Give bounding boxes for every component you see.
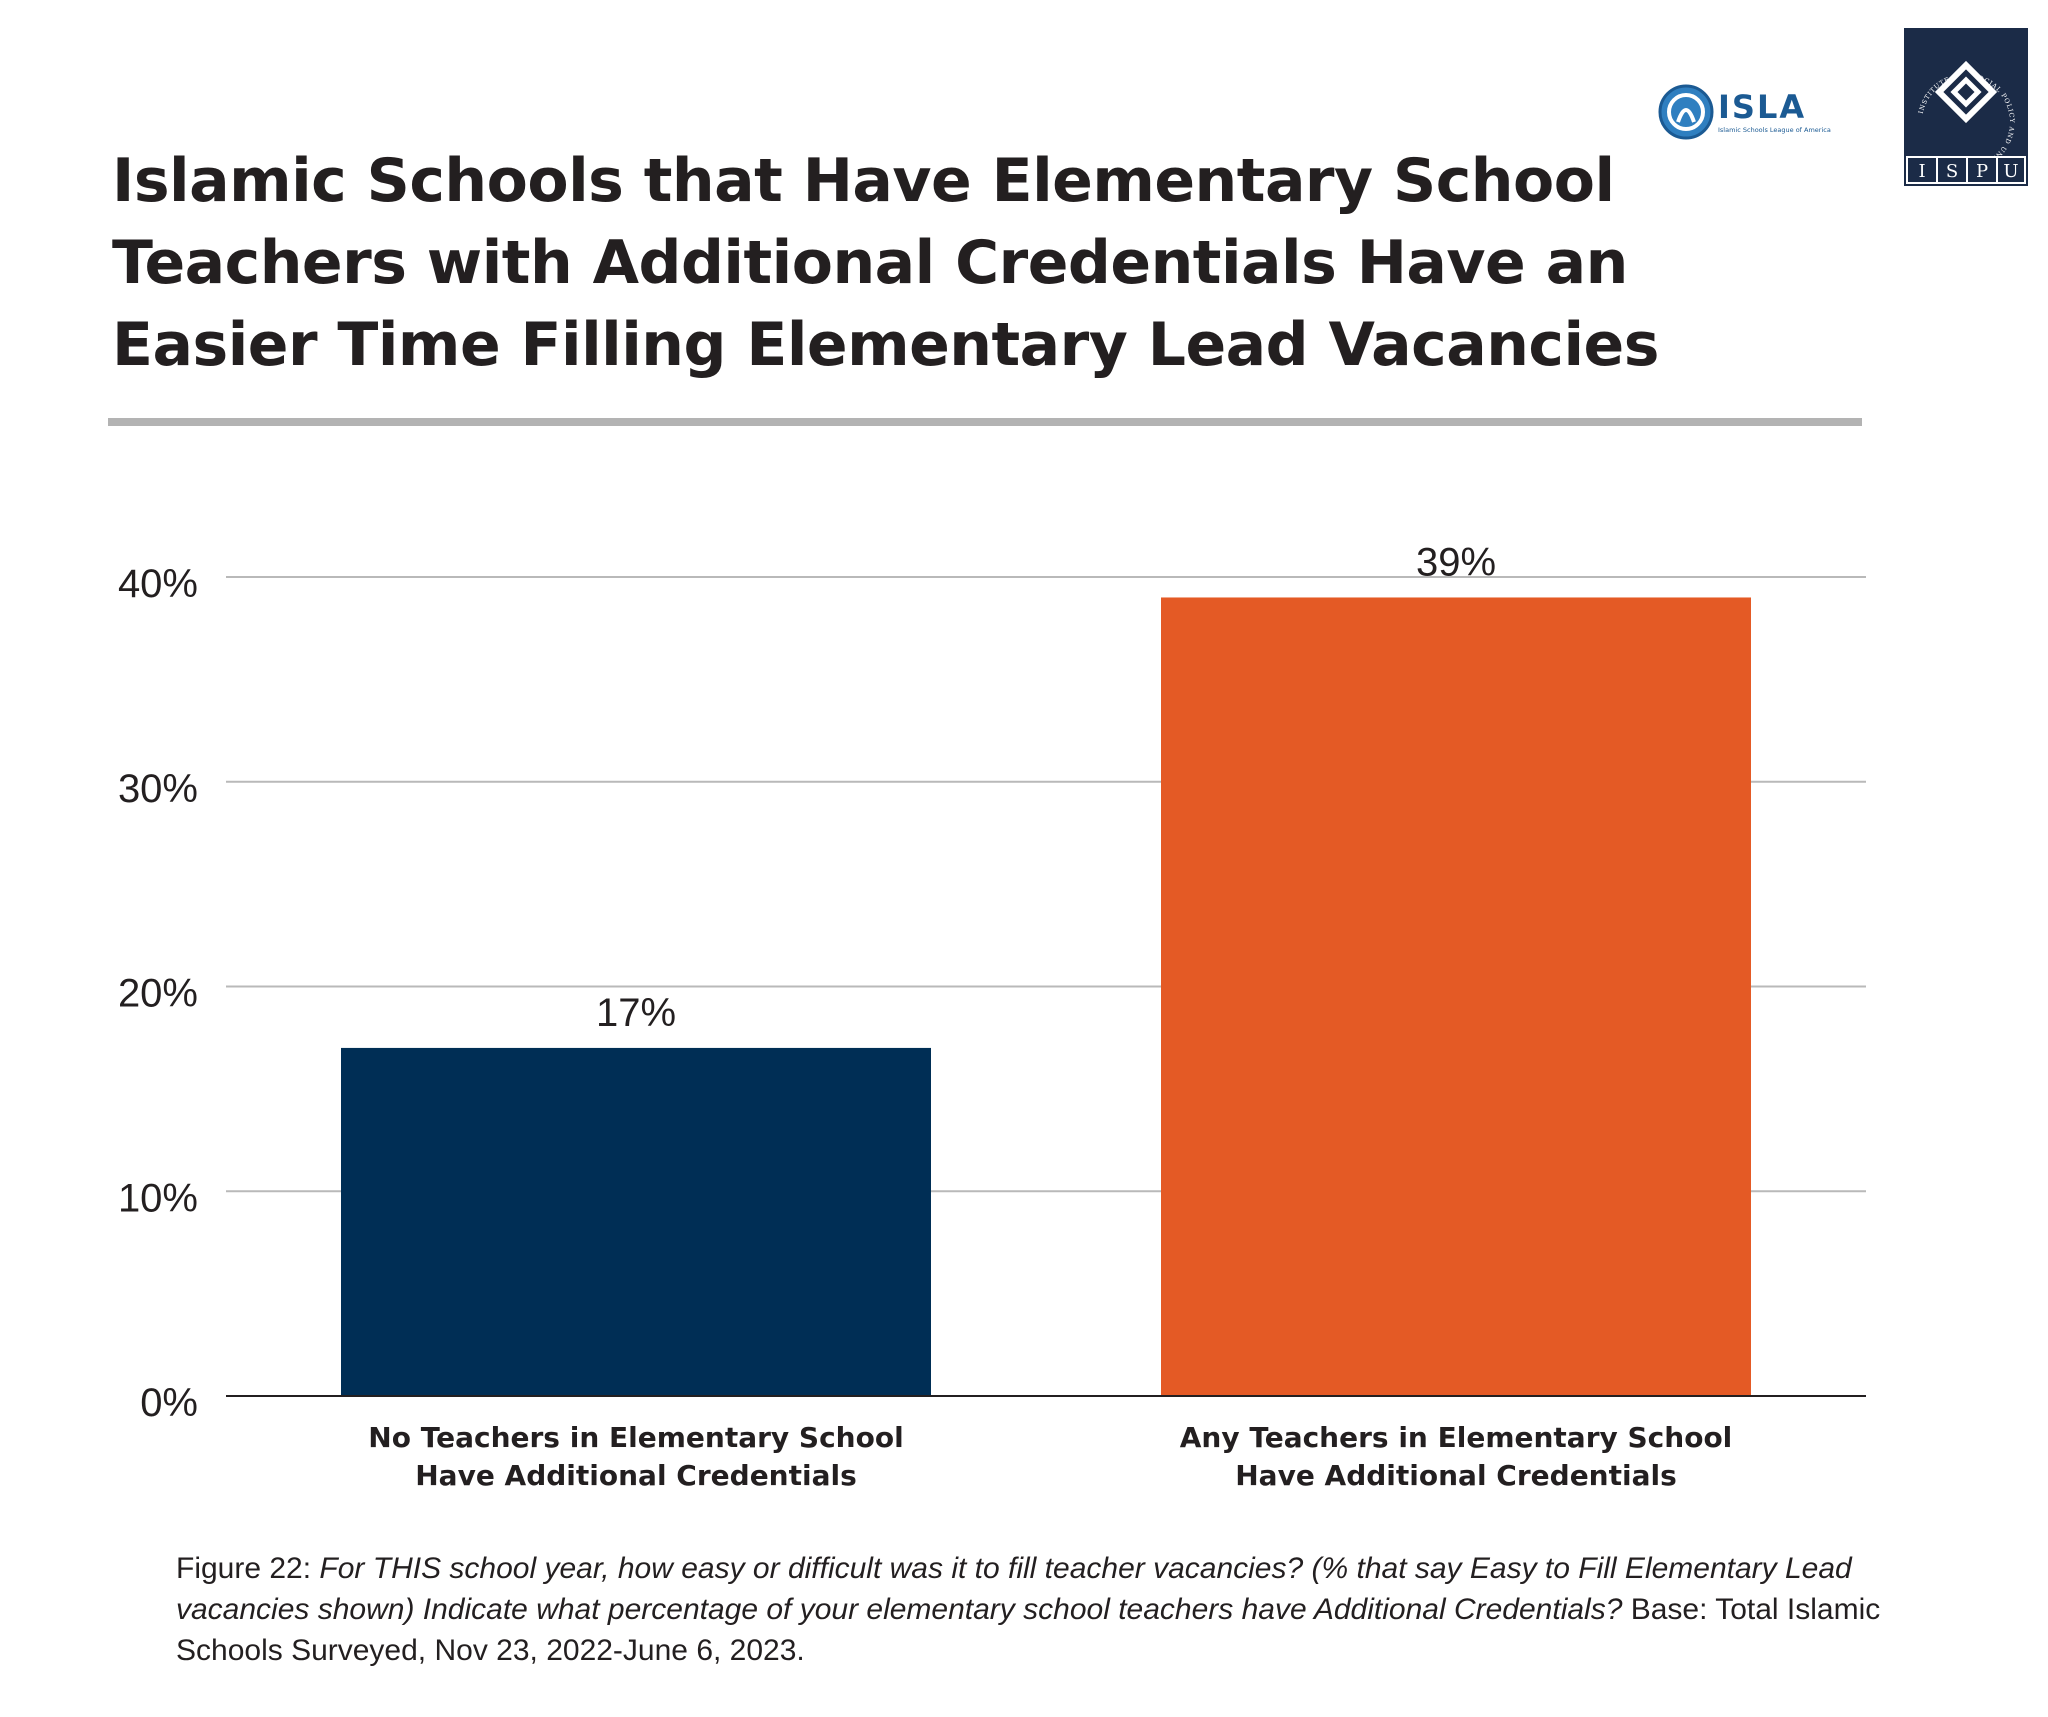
y-tick-label: 0% bbox=[140, 1381, 198, 1425]
y-tick-labels: 0% 10% 20% 30% 40% bbox=[118, 562, 198, 1425]
ispu-letter: U bbox=[2003, 161, 2018, 182]
ispu-letter: P bbox=[1976, 161, 1988, 182]
caption-base: Base: Total Islamic Schools Surveyed, No… bbox=[176, 1593, 1881, 1667]
ispu-letter: S bbox=[1946, 161, 1958, 182]
y-tick-label: 10% bbox=[118, 1176, 198, 1220]
ispu-letter: I bbox=[1918, 161, 1925, 182]
y-tick-label: 20% bbox=[118, 972, 198, 1016]
isla-wordmark: ISLA bbox=[1718, 88, 1806, 126]
category-label: Any Teachers in Elementary School bbox=[1180, 1421, 1733, 1454]
bars bbox=[341, 597, 1751, 1396]
figure-caption: Figure 22: For THIS school year, how eas… bbox=[176, 1548, 1896, 1671]
value-label: 17% bbox=[596, 991, 676, 1035]
bar bbox=[341, 1047, 931, 1396]
chart-title: Islamic Schools that Have Elementary Sch… bbox=[112, 146, 1659, 380]
caption-question: For THIS school year, how easy or diffic… bbox=[176, 1552, 1852, 1626]
category-label: No Teachers in Elementary School bbox=[368, 1421, 903, 1454]
category-labels: No Teachers in Elementary School Have Add… bbox=[368, 1421, 1732, 1492]
caption-separator: : bbox=[302, 1552, 320, 1585]
ispu-logo: INSTITUTE FOR SOCIAL POLICY AND UNDERSTA… bbox=[1904, 28, 2028, 186]
caption-figure-label: Figure 22 bbox=[176, 1552, 303, 1585]
category-label: Have Additional Credentials bbox=[1235, 1459, 1677, 1492]
value-labels: 17% 39% bbox=[596, 540, 1496, 1034]
isla-logo: ISLA Islamic Schools League of America bbox=[1658, 84, 1831, 140]
bar bbox=[1161, 597, 1751, 1396]
ispu-letter-boxes: I S P U bbox=[1908, 158, 2024, 182]
y-tick-label: 30% bbox=[118, 767, 198, 811]
title-divider bbox=[108, 418, 1862, 426]
value-label: 39% bbox=[1416, 540, 1496, 584]
category-label: Have Additional Credentials bbox=[415, 1459, 857, 1492]
y-tick-label: 40% bbox=[118, 562, 198, 606]
isla-tagline: Islamic Schools League of America bbox=[1718, 126, 1831, 134]
